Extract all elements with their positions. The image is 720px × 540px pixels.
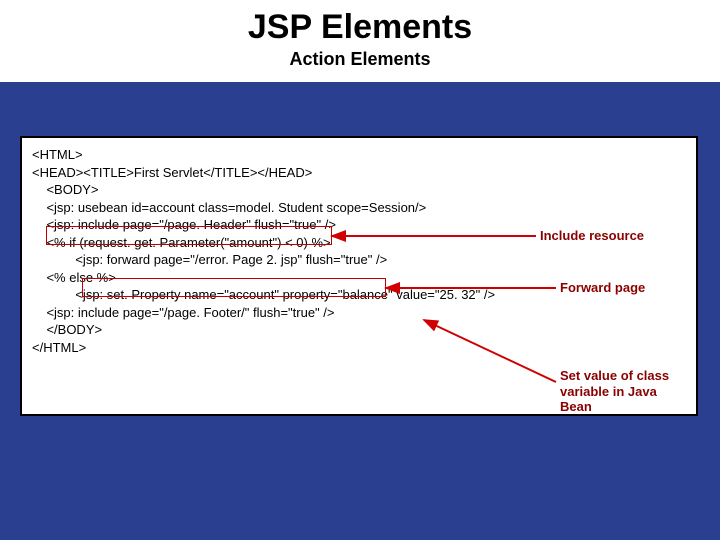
page-subtitle: Action Elements [0, 49, 720, 70]
code-line: <jsp: include page="/page. Footer/" flus… [32, 304, 686, 322]
header: JSP Elements Action Elements [0, 0, 720, 82]
annotation-setprop: Set value of class variable in Java Bean [560, 368, 669, 415]
code-line: </HTML> [32, 339, 686, 357]
annotation-include: Include resource [540, 228, 644, 244]
code-line: </BODY> [32, 321, 686, 339]
code-line: <HEAD><TITLE>First Servlet</TITLE></HEAD… [32, 164, 686, 182]
code-line: <BODY> [32, 181, 686, 199]
code-line: <jsp: forward page="/error. Page 2. jsp"… [32, 251, 686, 269]
code-line: <HTML> [32, 146, 686, 164]
page-title: JSP Elements [0, 8, 720, 47]
code-line: <jsp: usebean id=account class=model. St… [32, 199, 686, 217]
annotation-forward: Forward page [560, 280, 645, 296]
